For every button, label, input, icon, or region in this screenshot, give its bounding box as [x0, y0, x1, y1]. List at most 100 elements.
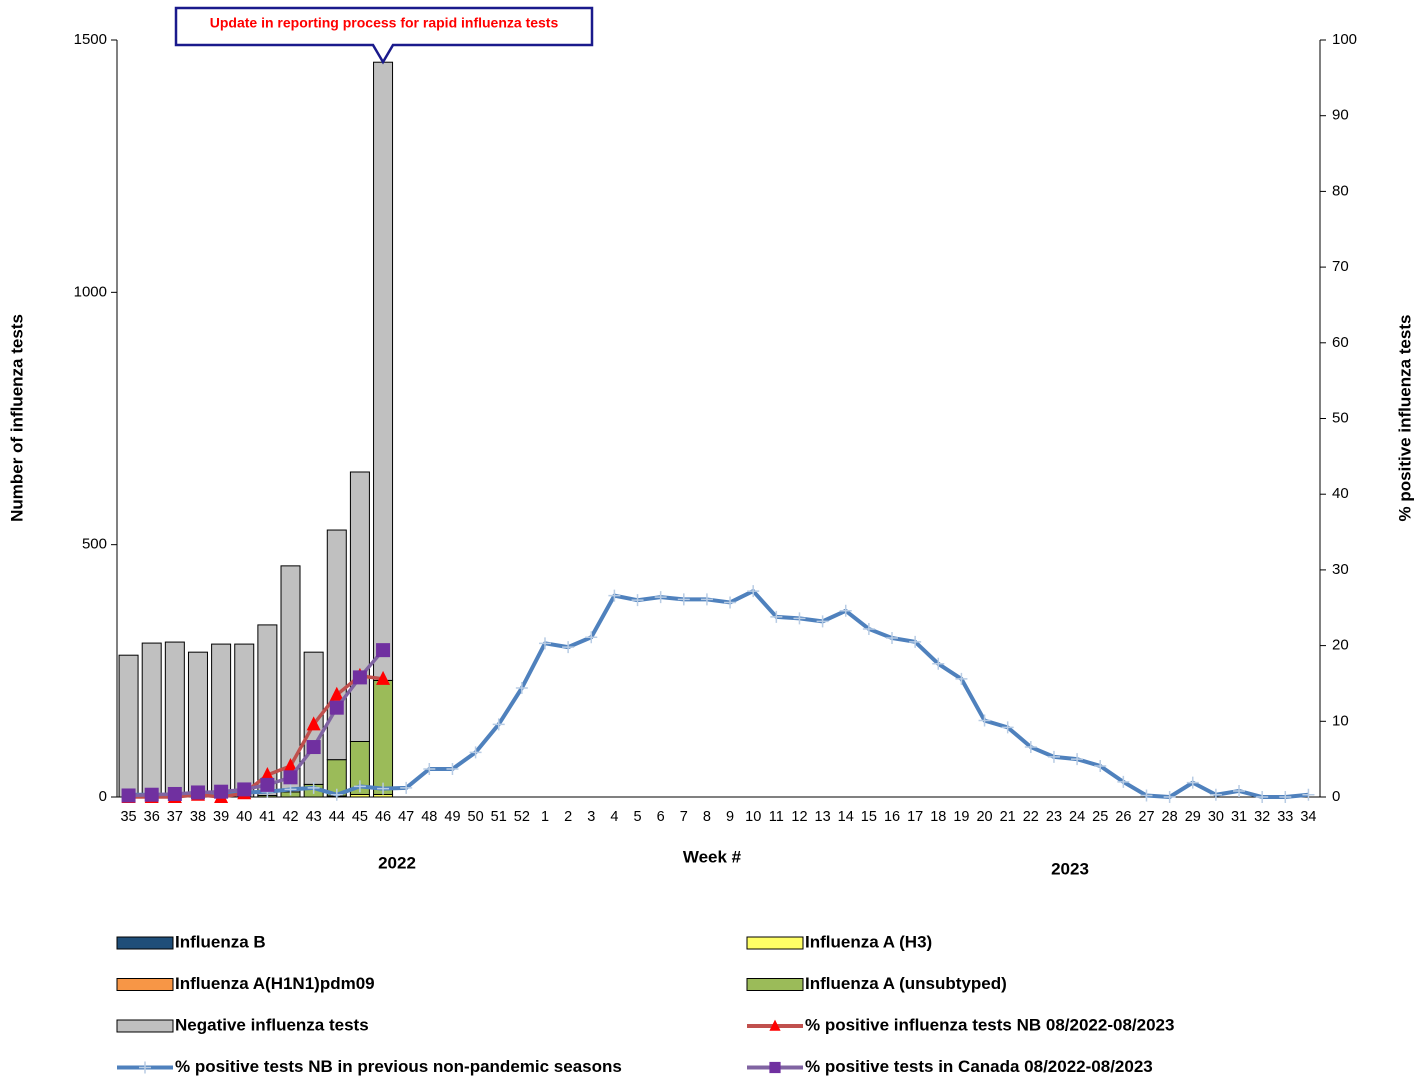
- bar-segment: [373, 61, 394, 681]
- marker: [144, 787, 159, 802]
- y2-tick-label: 30: [1332, 561, 1349, 578]
- legend-label: Influenza B: [175, 932, 266, 951]
- bar-segment: [187, 651, 208, 798]
- marker: [1024, 741, 1037, 754]
- marker: [1071, 753, 1084, 766]
- marker: [1140, 789, 1153, 802]
- marker: [1302, 788, 1315, 801]
- marker: [1186, 776, 1199, 789]
- y-axis-title: Number of influenza tests: [7, 314, 26, 522]
- x-tick-label: 41: [259, 809, 275, 825]
- x-tick-label: 26: [1115, 809, 1131, 825]
- marker: [816, 615, 829, 628]
- legend-label: Influenza A(H1N1)pdm09: [175, 974, 375, 993]
- bar-segment: [141, 642, 162, 798]
- marker: [1047, 750, 1060, 763]
- marker: [469, 746, 482, 759]
- bar-segment: [234, 643, 255, 798]
- y2-tick-label: 20: [1332, 637, 1349, 654]
- x-tick-label: 11: [769, 809, 784, 825]
- marker: [190, 785, 205, 800]
- y2-tick-label: 70: [1332, 258, 1349, 275]
- marker: [769, 1061, 781, 1074]
- marker: [329, 700, 344, 715]
- marker: [654, 591, 667, 604]
- x-tick-label: 17: [907, 809, 923, 825]
- marker: [167, 786, 182, 801]
- bar-segment: [349, 471, 370, 742]
- legend-label: % positive tests in Canada 08/2022-08/20…: [805, 1057, 1153, 1076]
- y2-tick-label: 100: [1332, 31, 1357, 48]
- y2-tick-label: 80: [1332, 182, 1349, 199]
- marker: [1163, 791, 1176, 803]
- marker: [353, 780, 366, 793]
- marker: [770, 610, 783, 623]
- bar-segment: [326, 529, 347, 761]
- x-tick-label: 2: [564, 809, 572, 825]
- legend-label: % positive tests NB in previous non-pand…: [175, 1057, 622, 1076]
- x-tick-label: 44: [329, 809, 345, 825]
- annotation-box: [174, 6, 594, 65]
- x-tick-label: 51: [491, 809, 507, 825]
- legend-swatch: [116, 1019, 174, 1033]
- marker: [1279, 791, 1292, 803]
- x-tick-label: 14: [838, 809, 854, 825]
- marker: [352, 670, 367, 685]
- marker: [909, 635, 922, 648]
- marker: [955, 672, 968, 685]
- x-tick-label: 48: [421, 809, 437, 825]
- x-tick-label: 33: [1277, 809, 1293, 825]
- marker: [1209, 788, 1222, 801]
- y2-tick-label: 40: [1332, 485, 1349, 502]
- x-tick-label: 25: [1092, 809, 1108, 825]
- x-tick-label: 35: [120, 809, 136, 825]
- legend-swatch: [116, 936, 174, 950]
- x-tick-label: 1: [541, 809, 549, 825]
- legend-swatch: [746, 936, 804, 950]
- annotation: Update in reporting process for rapid in…: [210, 15, 559, 31]
- marker: [260, 777, 275, 792]
- x-tick-label: 38: [190, 809, 206, 825]
- marker: [608, 589, 621, 602]
- legend-label: Negative influenza tests: [175, 1015, 369, 1034]
- x-axis-title: Week #: [683, 847, 742, 866]
- x-tick-label: 7: [680, 809, 688, 825]
- marker: [1233, 784, 1246, 797]
- marker: [237, 782, 252, 797]
- x-tick-label: 39: [213, 809, 229, 825]
- x-tick-label: 30: [1208, 809, 1224, 825]
- x-tick-label: 9: [726, 809, 734, 825]
- y2-tick-label: 90: [1332, 107, 1349, 124]
- legend-label: Influenza A (unsubtyped): [805, 974, 1007, 993]
- marker: [307, 781, 320, 794]
- y2-tick-label: 0: [1332, 788, 1340, 805]
- marker: [562, 641, 575, 654]
- x-tick-label: 16: [884, 809, 900, 825]
- marker: [862, 622, 875, 635]
- bar-segment: [118, 654, 139, 798]
- x-tick-label: 15: [861, 809, 877, 825]
- marker: [1117, 775, 1130, 788]
- y-tick-label: 1000: [74, 283, 107, 300]
- marker: [585, 631, 598, 644]
- marker: [932, 657, 945, 670]
- x-tick-label: 19: [953, 809, 969, 825]
- x-tick-label: 28: [1162, 809, 1178, 825]
- line: [128, 589, 1309, 799]
- legend-label: % positive influenza tests NB 08/2022-08…: [805, 1015, 1174, 1034]
- x-tick-label: 20: [976, 809, 992, 825]
- marker: [677, 593, 690, 606]
- marker: [1094, 759, 1107, 772]
- marker: [329, 686, 344, 701]
- legend-label: Influenza A (H3): [805, 932, 932, 951]
- x-tick-label: 46: [375, 809, 391, 825]
- marker: [139, 1061, 151, 1074]
- x-tick-label: 21: [1000, 809, 1016, 825]
- y-tick-label: 500: [82, 536, 107, 553]
- x-tick-label: 18: [930, 809, 946, 825]
- y-tick-label: 1500: [74, 31, 107, 48]
- marker: [631, 594, 644, 607]
- bar-segment: [211, 643, 232, 798]
